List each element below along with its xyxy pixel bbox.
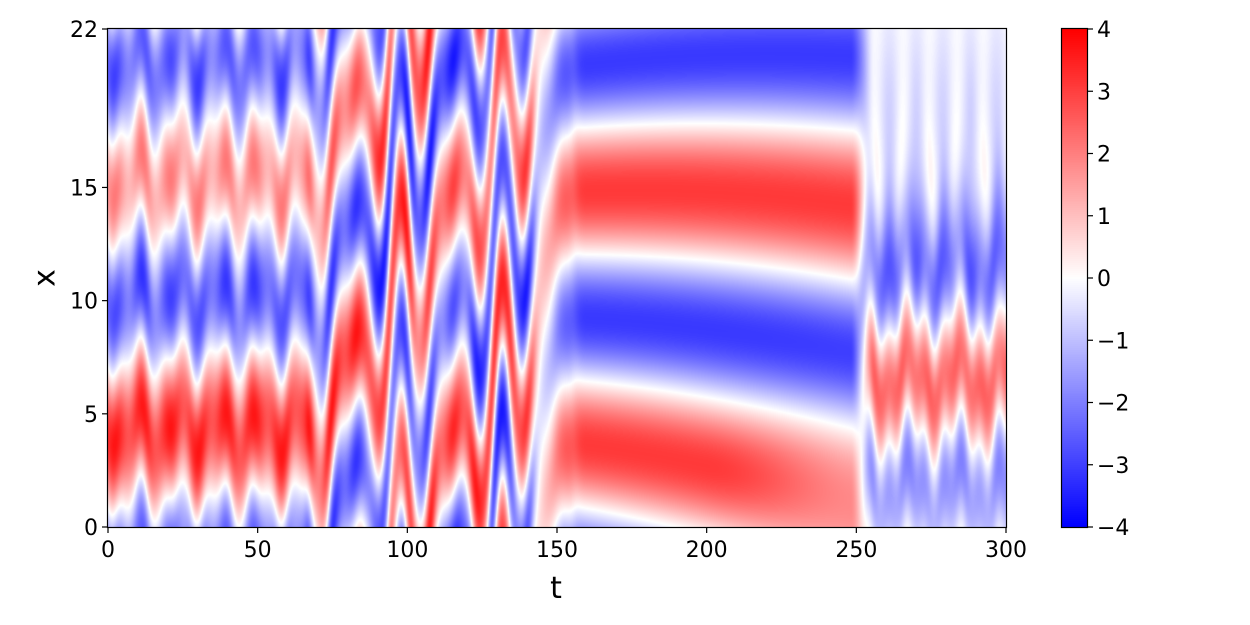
x-tick-label: 50 (244, 538, 272, 563)
colorbar-gradient (1062, 29, 1087, 527)
y-tick-label: 10 (70, 290, 98, 315)
colorbar-ticks: 4 3 2 1 0 −1 −2 −3 −4 (1087, 18, 1129, 541)
x-axis-label: t (550, 571, 562, 606)
colorbar-tick-label: −4 (1097, 516, 1129, 541)
y-axis-ticks: 0 5 10 15 22 (70, 18, 108, 541)
colorbar-tick-label: 4 (1097, 18, 1111, 43)
x-tick-label: 200 (686, 538, 728, 563)
colorbar-frame (1060, 27, 1089, 529)
y-axis-label: x (28, 269, 63, 287)
x-axis-ticks: 0 50 100 150 200 250 300 (101, 527, 1027, 563)
x-tick-label: 100 (386, 538, 428, 563)
heatmap-image (108, 29, 1006, 527)
colorbar-tick-label: −2 (1097, 392, 1129, 417)
y-tick-label: 22 (70, 18, 98, 43)
x-tick-label: 250 (835, 538, 877, 563)
colorbar-tick-label: 2 (1097, 143, 1111, 168)
y-tick-label: 0 (84, 516, 98, 541)
y-tick-label: 5 (84, 403, 98, 428)
colorbar-tick-label: 3 (1097, 80, 1111, 105)
x-tick-label: 300 (985, 538, 1027, 563)
y-tick-label: 15 (70, 176, 98, 201)
x-tick-label: 150 (536, 538, 578, 563)
colorbar-tick-label: −3 (1097, 454, 1129, 479)
x-tick-label: 0 (101, 538, 115, 563)
colorbar-tick-label: −1 (1097, 329, 1129, 354)
plot-frame (106, 27, 1008, 529)
colorbar-tick-label: 0 (1097, 267, 1111, 292)
colorbar-tick-label: 1 (1097, 205, 1111, 230)
